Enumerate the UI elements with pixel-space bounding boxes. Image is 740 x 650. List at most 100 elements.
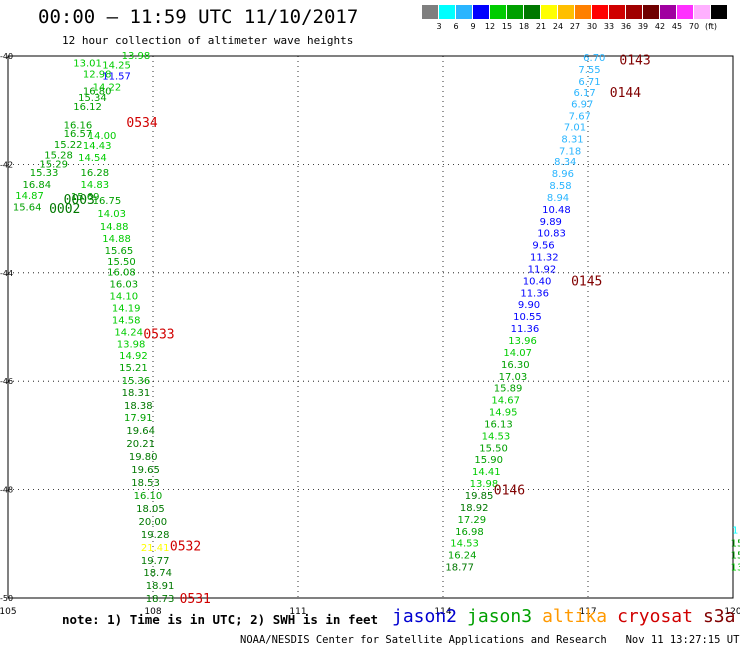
colorbar-label: 24 <box>552 22 564 31</box>
wave-height-value: 19.85 <box>465 491 494 502</box>
colorbar-label: 45 <box>671 22 683 31</box>
wave-height-value: 11.92 <box>528 264 557 275</box>
legend-item: jason2 <box>392 606 458 627</box>
wave-height-value: 8.58 <box>549 181 571 192</box>
wave-height-value: 14.67 <box>491 396 520 407</box>
wave-height-value: 19.80 <box>129 452 158 463</box>
wave-height-value: 7.55 <box>578 65 600 76</box>
wave-height-value: 13.1 <box>731 563 740 574</box>
wave-height-value: 19.28 <box>141 530 170 541</box>
wave-height-value: 11.36 <box>511 324 540 335</box>
wave-height-value: 16.28 <box>81 168 110 179</box>
wave-height-value: 13.98 <box>122 51 151 62</box>
wave-height-value: 15.65 <box>105 246 134 257</box>
colorbar-swatch <box>575 5 592 19</box>
wave-height-value: 16.24 <box>448 551 477 562</box>
wave-height-value: 7.67 <box>569 112 591 123</box>
wave-height-value: 14.07 <box>503 348 532 359</box>
pass-time-label: 0002 <box>49 202 80 217</box>
wave-height-value: 16.80 <box>83 87 112 98</box>
wave-height-value: 18.05 <box>136 504 165 515</box>
colorbar-swatch <box>677 5 694 19</box>
wave-height-value: 16.12 <box>73 102 102 113</box>
wave-height-value: 14.58 <box>112 315 141 326</box>
colorbar <box>422 5 728 19</box>
colorbar-swatch <box>524 5 541 19</box>
wave-height-value: 15.36 <box>122 376 151 387</box>
wave-height-value: 14.87 <box>15 191 44 202</box>
wave-height-value: 15.50 <box>107 257 136 268</box>
y-tick-label: -40 <box>0 52 13 61</box>
colorbar-swatch <box>694 5 711 19</box>
colorbar-label: 39 <box>637 22 649 31</box>
colorbar-swatch <box>439 5 456 19</box>
colorbar-label: (ft) <box>704 22 718 31</box>
colorbar-swatch <box>507 5 524 19</box>
colorbar-swatch <box>558 5 575 19</box>
wave-height-value: 12.98 <box>83 69 112 80</box>
wave-height-value: 14.25 <box>102 61 131 72</box>
colorbar-label: 27 <box>569 22 581 31</box>
pass-time-label: 0144 <box>610 86 641 101</box>
wave-height-value: 18.31 <box>122 388 151 399</box>
pass-time-label: 0143 <box>619 53 650 68</box>
colorbar-swatch <box>592 5 609 19</box>
y-tick-label: -46 <box>0 377 13 386</box>
colorbar-label: 15 <box>501 22 513 31</box>
wave-height-value: 6.71 <box>578 77 600 88</box>
wave-height-value: 14.24 <box>114 327 143 338</box>
colorbar-label: 70 <box>688 22 700 31</box>
wave-height-value: 10.48 <box>542 205 571 216</box>
wave-height-value: 11.32 <box>530 253 559 264</box>
legend-item: s3a <box>702 606 736 627</box>
wave-height-value: 6.70 <box>583 53 605 64</box>
colorbar-swatch <box>643 5 660 19</box>
wave-height-value: 1 <box>732 526 738 537</box>
wave-height-value: 7.01 <box>564 122 586 133</box>
wave-height-value: 15 <box>731 539 740 550</box>
colorbar-swatch <box>473 5 490 19</box>
plot-frame <box>7 55 734 599</box>
colorbar-label: 21 <box>535 22 547 31</box>
colorbar-label: 6 <box>453 22 459 31</box>
wave-height-value: 14.22 <box>93 82 122 93</box>
colorbar-label: 18 <box>518 22 530 31</box>
wave-height-value: 17.91 <box>124 413 153 424</box>
y-tick-label: -44 <box>0 269 13 278</box>
colorbar-label: 33 <box>603 22 615 31</box>
colorbar-label: 30 <box>586 22 598 31</box>
wave-height-value: 16.10 <box>134 491 163 502</box>
pass-time-label: 0531 <box>180 592 211 607</box>
colorbar-label: 36 <box>620 22 632 31</box>
wave-height-value: 16.75 <box>93 196 122 207</box>
colorbar-swatch <box>490 5 507 19</box>
wave-height-value: 16.98 <box>455 527 484 538</box>
wave-height-value: 8.96 <box>552 169 574 180</box>
pass-time-label: 0533 <box>143 328 174 343</box>
wave-height-value: 16.30 <box>501 360 530 371</box>
wave-height-value: 14.41 <box>472 467 501 478</box>
wave-height-value: 14.03 <box>97 209 126 220</box>
y-tick-label: -48 <box>0 486 13 495</box>
wave-height-value: 8.31 <box>561 134 583 145</box>
wave-height-value: 16.03 <box>110 280 139 291</box>
wave-height-value: 19.65 <box>131 465 160 476</box>
wave-height-value: 14.95 <box>489 408 518 419</box>
wave-height-value: 13.01 <box>73 59 102 70</box>
wave-height-value: 15.21 <box>119 363 148 374</box>
wave-height-value: 17.03 <box>499 372 528 383</box>
x-tick-label: 120 <box>724 607 740 617</box>
pass-time-label: 0003 <box>64 193 95 208</box>
wave-height-value: 21.41 <box>141 543 170 554</box>
colorbar-swatch <box>660 5 677 19</box>
wave-height-value: 9.90 <box>518 300 540 311</box>
wave-height-value: 10.83 <box>537 229 566 240</box>
wave-height-value: 14.43 <box>83 141 112 152</box>
wave-height-value: 13.98 <box>470 479 499 490</box>
wave-height-value: 13.96 <box>508 336 537 347</box>
wave-height-value: 15.90 <box>474 455 503 466</box>
colorbar-swatch <box>422 5 439 19</box>
chart-subtitle: 12 hour collection of altimeter wave hei… <box>62 34 354 47</box>
y-tick-label: -50 <box>0 594 13 603</box>
